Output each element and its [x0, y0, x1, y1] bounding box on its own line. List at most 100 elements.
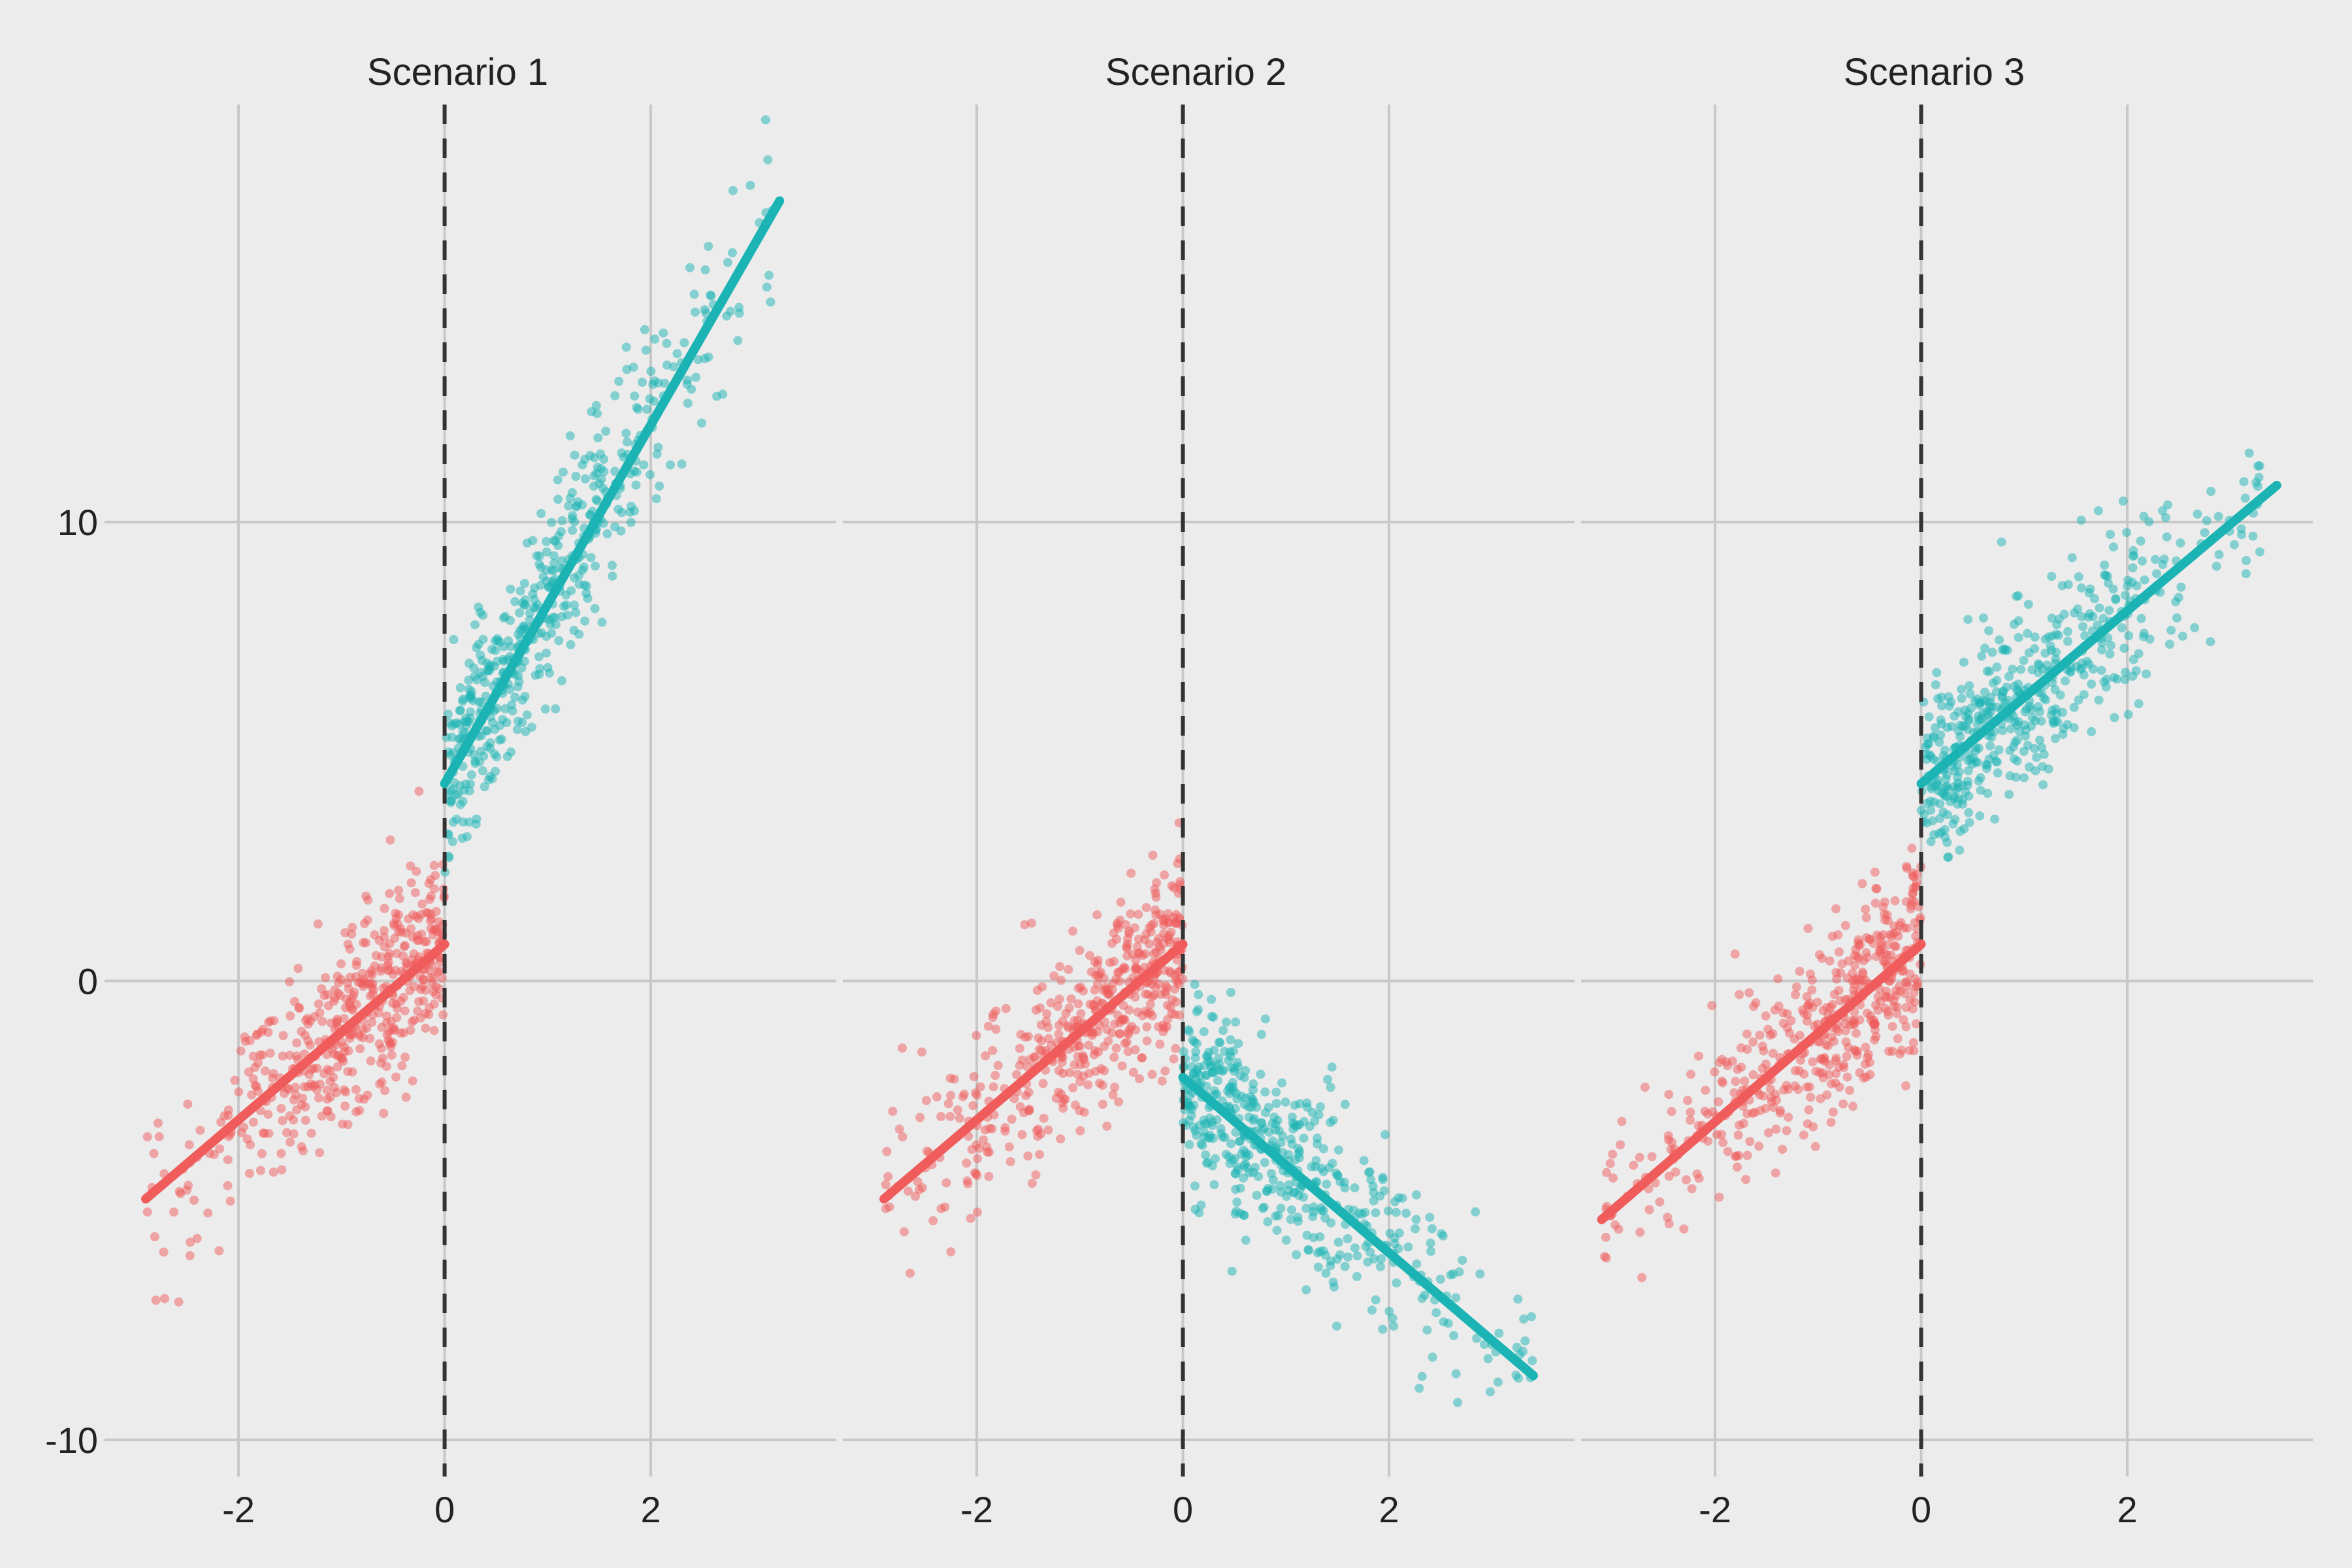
data-point: [1276, 1138, 1286, 1148]
data-point: [1079, 1071, 1088, 1081]
data-point: [990, 1071, 1000, 1080]
data-point: [1352, 1271, 1362, 1281]
data-point: [1264, 1127, 1274, 1137]
data-point: [406, 924, 416, 934]
data-point: [1771, 1168, 1780, 1178]
data-point: [1232, 1088, 1241, 1098]
data-point: [590, 604, 600, 613]
data-point: [587, 407, 596, 417]
data-point: [1784, 1113, 1793, 1122]
panel-title: Scenario 1: [367, 51, 548, 93]
data-point: [1126, 868, 1136, 878]
data-point: [461, 779, 470, 789]
data-point: [1938, 808, 1948, 817]
data-point: [599, 455, 609, 464]
data-point: [1826, 1117, 1836, 1127]
data-point: [2237, 530, 2246, 540]
data-point: [601, 427, 611, 436]
data-point: [1166, 927, 1176, 937]
data-point: [1231, 1017, 1241, 1027]
data-point: [1472, 1333, 1482, 1343]
data-point: [617, 508, 627, 517]
data-point: [570, 517, 580, 527]
data-point: [928, 1216, 938, 1226]
data-point: [319, 1069, 329, 1079]
data-point: [1179, 1047, 1188, 1056]
data-point: [216, 1117, 226, 1127]
data-point: [1190, 979, 1200, 989]
data-point: [1976, 715, 1986, 725]
data-point: [2063, 720, 2072, 730]
data-point: [1655, 1197, 1665, 1207]
data-point: [257, 1149, 267, 1158]
data-point: [672, 349, 682, 359]
data-point: [569, 625, 579, 635]
data-point: [355, 1105, 365, 1115]
data-point: [1190, 1181, 1200, 1191]
data-point: [1799, 1130, 1808, 1140]
data-point: [455, 706, 465, 715]
data-point: [1731, 1152, 1740, 1162]
data-point: [1316, 1206, 1326, 1216]
data-point: [2024, 648, 2034, 658]
data-point: [1679, 1224, 1689, 1234]
data-point: [1910, 974, 1920, 984]
data-point: [1327, 1062, 1337, 1072]
data-point: [1145, 1007, 1155, 1017]
data-point: [1815, 950, 1824, 960]
data-point: [1194, 990, 1203, 1000]
data-point: [379, 1109, 389, 1118]
data-point: [380, 904, 389, 913]
data-point: [379, 926, 389, 936]
data-point: [557, 516, 567, 525]
data-point: [333, 1017, 342, 1026]
data-point: [1806, 970, 1815, 979]
data-point: [477, 697, 487, 707]
data-point: [282, 1128, 291, 1137]
data-point: [1384, 1206, 1393, 1216]
data-point: [1733, 1162, 1742, 1172]
data-point: [683, 375, 692, 385]
data-point: [2052, 620, 2062, 630]
data-point: [1235, 1183, 1245, 1193]
data-point: [1109, 1053, 1119, 1062]
data-point: [2032, 753, 2042, 762]
data-point: [888, 1107, 898, 1116]
data-point: [406, 861, 416, 871]
data-point: [1949, 791, 1959, 801]
data-point: [949, 1074, 959, 1084]
data-point: [621, 429, 631, 438]
data-point: [1723, 1061, 1733, 1071]
data-point: [1686, 1115, 1695, 1125]
data-point: [1070, 1060, 1079, 1070]
data-point: [1840, 921, 1850, 930]
data-point: [1605, 1158, 1615, 1168]
data-point: [323, 1001, 333, 1011]
data-point: [911, 1192, 921, 1201]
data-point: [1392, 1278, 1401, 1288]
data-point: [941, 1178, 951, 1188]
data-point: [906, 1268, 915, 1278]
fit-line-right: [1178, 1072, 1538, 1380]
data-point: [1520, 1336, 1530, 1346]
data-point: [1266, 1169, 1276, 1179]
data-point: [1276, 1203, 1286, 1213]
data-point: [2136, 536, 2146, 546]
data-point: [1946, 697, 1955, 707]
data-point: [2106, 530, 2115, 539]
data-point: [1171, 997, 1181, 1007]
data-point: [1841, 1037, 1851, 1047]
data-point: [1667, 1107, 1676, 1117]
data-point: [242, 1134, 252, 1144]
data-point: [2019, 773, 2029, 783]
data-point: [1169, 1054, 1179, 1064]
data-point: [1073, 999, 1083, 1009]
data-point: [1143, 989, 1153, 999]
data-point: [700, 265, 710, 275]
data-point: [1437, 1229, 1446, 1239]
data-point: [687, 384, 696, 394]
data-point: [1791, 990, 1800, 1000]
data-point: [500, 704, 510, 713]
data-point: [292, 1105, 302, 1115]
data-point: [184, 1140, 194, 1150]
